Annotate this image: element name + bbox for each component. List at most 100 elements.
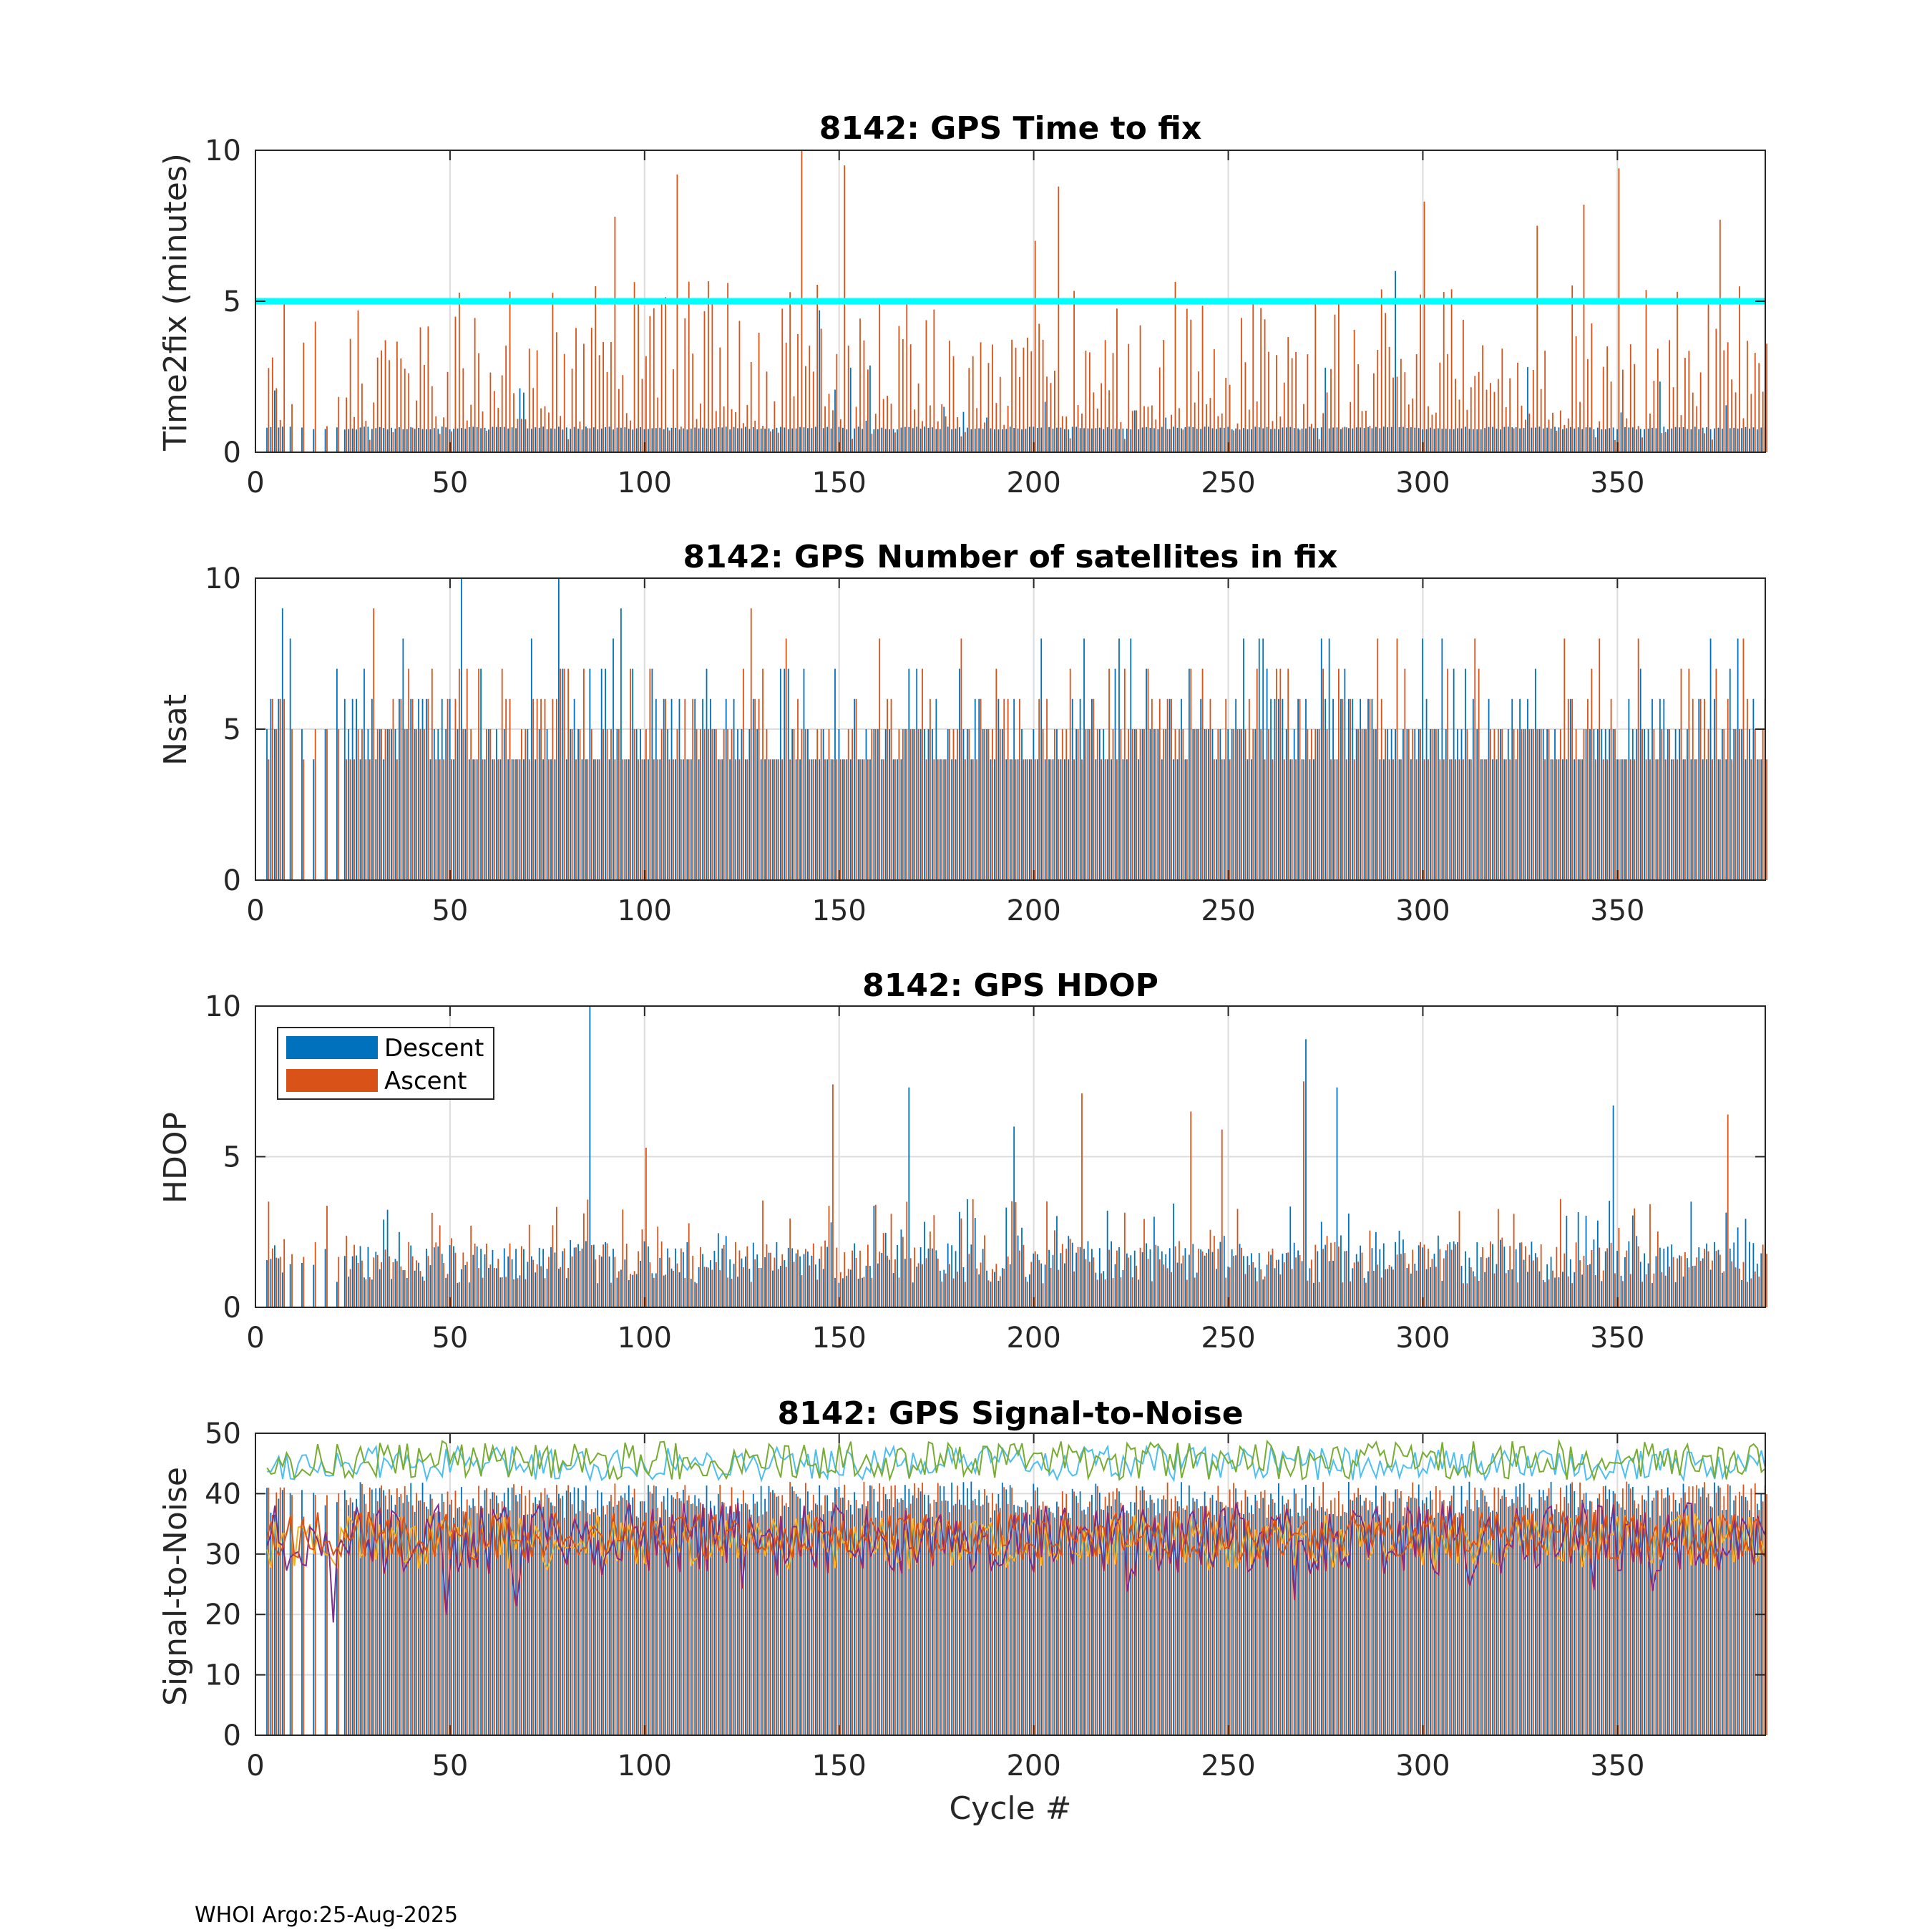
- bar-descent: [1231, 1508, 1233, 1735]
- bar-descent: [476, 1246, 478, 1307]
- bar-descent: [1332, 427, 1334, 452]
- bar-descent: [1285, 427, 1287, 452]
- bar-descent: [1433, 1518, 1435, 1735]
- bar-descent: [550, 1502, 552, 1735]
- bar-ascent: [1474, 1487, 1476, 1735]
- bar-descent: [1503, 1246, 1506, 1307]
- bar-descent: [597, 759, 599, 880]
- y-tick-label: 20: [205, 1599, 241, 1631]
- bar-descent: [947, 729, 949, 880]
- bar-descent: [457, 1282, 459, 1307]
- bar-descent: [990, 759, 992, 880]
- bar-ascent: [1388, 1501, 1390, 1735]
- bar-ascent: [1042, 1283, 1044, 1307]
- bar-descent: [538, 729, 540, 880]
- bar-descent: [648, 759, 649, 880]
- bar-descent: [1223, 1236, 1225, 1307]
- bar-descent: [433, 1513, 435, 1735]
- bar-descent: [1293, 1242, 1295, 1307]
- bar-descent: [1044, 1515, 1046, 1735]
- bar-ascent: [501, 1501, 503, 1735]
- y-tick-label: 5: [223, 713, 241, 746]
- bar-descent: [1262, 1498, 1264, 1735]
- bar-ascent: [1559, 410, 1561, 452]
- bar-descent: [585, 1241, 587, 1307]
- bar-descent: [919, 1247, 922, 1307]
- bar-descent: [849, 759, 852, 880]
- bar-ascent: [1209, 698, 1211, 880]
- bar-descent: [1628, 1241, 1630, 1307]
- bar-ascent: [1209, 1229, 1211, 1307]
- bar-descent: [1550, 1257, 1552, 1307]
- bar-ascent: [1030, 351, 1033, 452]
- bar-ascent: [777, 1496, 779, 1735]
- bar-ascent: [1431, 1259, 1433, 1307]
- bar-ascent: [1443, 1258, 1445, 1307]
- bar-ascent: [727, 729, 729, 880]
- bar-descent: [1071, 698, 1073, 880]
- bar-descent: [1239, 1513, 1241, 1735]
- bar-descent: [814, 1264, 816, 1307]
- bar-ascent: [1707, 302, 1709, 452]
- bar-ascent: [1544, 759, 1546, 880]
- bar-ascent: [1485, 759, 1488, 880]
- bar-descent: [1484, 1272, 1486, 1307]
- bar-ascent: [1587, 358, 1589, 452]
- bar-ascent: [1754, 1483, 1756, 1735]
- bar-ascent: [1221, 759, 1223, 880]
- bar-descent: [862, 1504, 863, 1735]
- bar-descent: [990, 428, 992, 452]
- bar-ascent: [1482, 759, 1484, 880]
- bar-ascent: [1634, 759, 1636, 880]
- bar-descent: [1282, 698, 1284, 880]
- bar-ascent: [929, 698, 931, 880]
- bar-descent: [573, 1247, 575, 1307]
- bar-ascent: [454, 1252, 457, 1307]
- bar-descent: [1667, 1246, 1669, 1307]
- bar-descent: [951, 1482, 953, 1735]
- bar-ascent: [1065, 1493, 1068, 1735]
- bar-ascent: [369, 1277, 371, 1307]
- bar-descent: [1437, 1235, 1439, 1307]
- bar-descent: [1282, 1253, 1284, 1307]
- bar-ascent: [314, 1495, 316, 1735]
- y-tick-label: 30: [205, 1538, 241, 1571]
- bar-descent: [1596, 1498, 1599, 1735]
- bar-descent: [811, 759, 813, 880]
- bar-ascent: [754, 420, 756, 452]
- bar-ascent: [1621, 369, 1624, 452]
- bar-descent: [1208, 1517, 1209, 1735]
- bar-ascent: [1719, 1487, 1721, 1735]
- bar-descent: [807, 1491, 809, 1735]
- bar-ascent: [879, 638, 881, 880]
- bar-ascent: [447, 371, 449, 452]
- x-tick-label: 100: [618, 1750, 672, 1782]
- bar-descent: [1126, 428, 1128, 452]
- bar-descent: [1382, 426, 1385, 452]
- bar-ascent: [641, 1229, 643, 1307]
- bar-ascent: [1318, 439, 1320, 452]
- bar-descent: [1550, 428, 1552, 452]
- bar-ascent: [980, 342, 982, 452]
- bar-ascent: [1096, 1485, 1098, 1735]
- bar-descent: [1596, 427, 1599, 452]
- bar-ascent: [1007, 1256, 1009, 1307]
- bar-descent: [706, 1485, 708, 1735]
- bar-descent: [1523, 1259, 1525, 1307]
- bar-descent: [1733, 729, 1735, 880]
- bar-ascent: [1735, 1496, 1737, 1735]
- bar-descent: [1414, 1263, 1416, 1307]
- bar-descent: [1344, 426, 1346, 452]
- bar-ascent: [1003, 1268, 1005, 1307]
- bar-descent: [1344, 668, 1346, 880]
- bar-ascent: [781, 759, 784, 880]
- bar-descent: [1562, 429, 1563, 452]
- bar-descent: [1687, 429, 1688, 452]
- bar-descent: [1729, 1485, 1731, 1735]
- bar-descent: [1674, 1500, 1677, 1735]
- bar-ascent: [1594, 759, 1596, 880]
- bar-descent: [519, 759, 521, 880]
- bar-ascent: [427, 1509, 429, 1735]
- bar-ascent: [676, 729, 678, 880]
